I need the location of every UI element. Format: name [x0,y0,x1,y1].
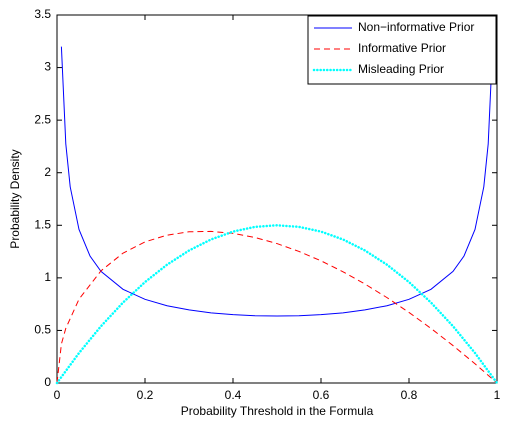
x-tick-label: 0.8 [401,388,418,402]
y-tick-label: 1.5 [34,217,51,231]
y-tick-label: 3.5 [34,7,51,21]
x-axis-label: Probability Threshold in the Formula [181,404,374,418]
line-series [55,224,499,385]
y-tick-label: 3 [44,60,51,74]
legend [307,15,497,85]
x-tick-label: 0.2 [137,388,154,402]
legend-label: Non−informative Prior [358,20,474,34]
x-tick-label: 0.6 [313,388,330,402]
line-series [56,230,498,384]
y-tick-label: 2.5 [34,112,51,126]
legend-label: Misleading Prior [358,62,444,76]
y-tick-label: 0.5 [34,323,51,337]
y-axis-label: Probability Density [8,149,22,248]
x-tick-label: 0.4 [225,388,242,402]
x-tick-label: 0 [54,388,61,402]
legend-label: Informative Prior [358,41,446,55]
x-tick-label: 1 [494,388,501,402]
y-tick-label: 1 [44,270,51,284]
line-series [60,46,494,317]
y-tick-label: 0 [44,375,51,389]
y-tick-label: 2 [44,165,51,179]
